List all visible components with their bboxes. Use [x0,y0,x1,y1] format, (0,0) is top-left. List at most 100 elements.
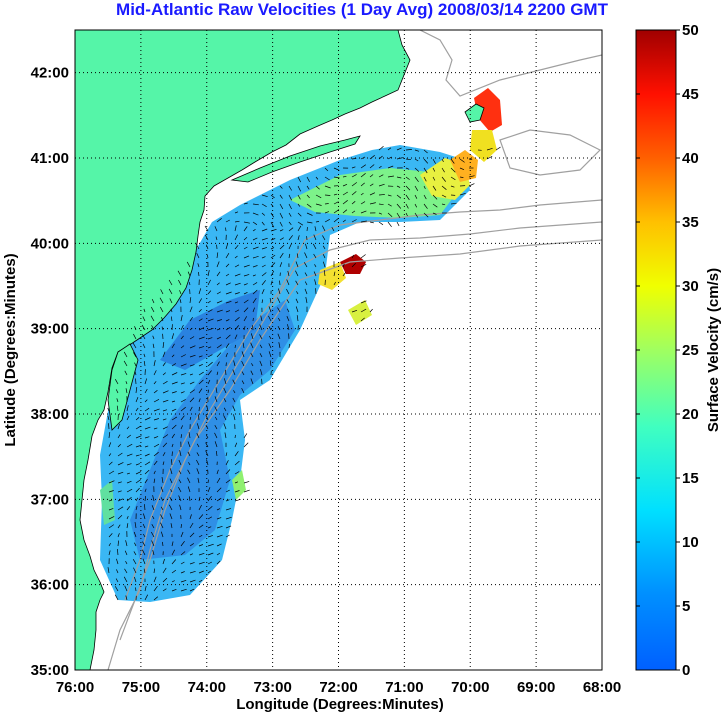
velocity-arrow [160,506,164,511]
velocity-arrow [180,391,185,394]
velocity-arrow [117,490,122,493]
velocity-arrow [333,176,340,179]
x-tick-label: 71:00 [385,679,423,696]
velocity-arrow [126,506,131,511]
velocity-arrow [369,183,374,187]
velocity-arrow [296,315,299,322]
velocity-arrow [441,194,447,198]
velocity-arrow [295,270,299,277]
velocity-arrow [243,299,249,304]
velocity-arrow [171,549,176,556]
velocity-arrow [108,480,115,484]
velocity-arrow [171,354,175,358]
velocity-arrow [387,175,394,178]
velocity-arrow [369,202,376,205]
velocity-arrow [198,318,203,322]
velocity-arrow [223,378,227,385]
velocity-arrow [259,334,263,340]
velocity-arrow [196,468,200,475]
velocity-arrow [223,398,227,403]
velocity-arrow [261,221,265,226]
velocity-arrow [187,451,191,457]
velocity-arrow [171,381,178,385]
velocity-arrow [135,479,142,484]
velocity-arrow [250,352,254,358]
velocity-arrow [188,462,191,466]
velocity-arrow [225,300,232,304]
velocity-arrow [225,326,231,331]
velocity-arrow [270,254,276,259]
velocity-arrow [233,360,236,367]
x-tick-label: 75:00 [122,679,160,696]
velocity-arrow [423,149,428,154]
velocity-arrow [423,176,427,182]
velocity-arrow [414,176,419,183]
velocity-arrow [432,212,437,215]
velocity-arrow [313,253,317,259]
velocity-arrow [126,453,133,457]
velocity-arrow [342,191,348,196]
velocity-arrow [169,496,173,502]
velocity-arrow [162,380,168,385]
velocity-arrow [160,497,164,502]
velocity-arrow [225,508,232,511]
velocity-arrow [189,354,196,358]
velocity-arrow [243,291,248,295]
velocity-arrow [207,389,209,394]
velocity-arrow [252,237,258,241]
velocity-arrow [117,540,119,547]
velocity-arrow [234,234,238,241]
velocity-arrow [133,531,137,538]
velocity-arrow [297,203,301,207]
x-tick-labels: 76:00 75:00 74:00 73:00 72:00 71:00 70:00 69:00… [56,679,621,696]
velocity-arrow [162,390,169,394]
velocity-arrow [233,390,236,394]
velocity-arrow [450,158,455,164]
velocity-arrow [153,576,157,583]
velocity-arrow [125,595,128,601]
velocity-arrow [297,194,301,200]
velocity-arrow [189,553,194,556]
velocity-arrow [216,487,222,493]
velocity-arrow [134,522,137,529]
velocity-arrow [117,498,124,502]
velocity-arrow [252,265,258,268]
velocity-arrow [207,309,213,313]
x-axis-label: Longitude (Degrees:Minutes) [236,696,444,713]
velocity-arrow [189,543,194,547]
velocity-arrow [234,309,240,313]
velocity-arrow [207,279,211,286]
colorbar-tick-label: 10 [682,534,699,551]
contour-deep [107,239,602,670]
velocity-arrow [288,194,293,201]
velocity-arrow [142,558,146,565]
velocity-arrow [405,194,410,201]
velocity-arrow [207,561,213,565]
velocity-arrow [360,263,367,268]
velocity-arrow [405,167,410,170]
velocity-arrow [323,270,326,277]
velocity-arrow [168,288,173,295]
velocity-arrow [143,513,146,520]
velocity-arrow [234,220,240,223]
velocity-arrow [117,452,123,457]
velocity-arrow [270,221,275,228]
velocity-arrow [261,247,268,250]
y-tick-label: 36:00 [31,577,69,594]
velocity-arrow [288,235,293,241]
velocity-arrow [234,211,239,214]
velocity-arrow [432,176,436,181]
velocity-arrow [117,515,123,520]
velocity-arrow [207,300,211,304]
velocity-arrow [241,351,245,358]
velocity-arrow [162,362,166,367]
velocity-arrow [225,352,228,358]
velocity-arrow [495,146,501,151]
velocity-arrow [162,426,168,430]
velocity-arrow [188,282,191,286]
velocity-arrow [486,147,493,151]
velocity-arrow [216,371,219,376]
velocity-arrow [144,488,147,493]
velocity-arrow [180,406,186,412]
x-tick-label: 72:00 [319,679,357,696]
